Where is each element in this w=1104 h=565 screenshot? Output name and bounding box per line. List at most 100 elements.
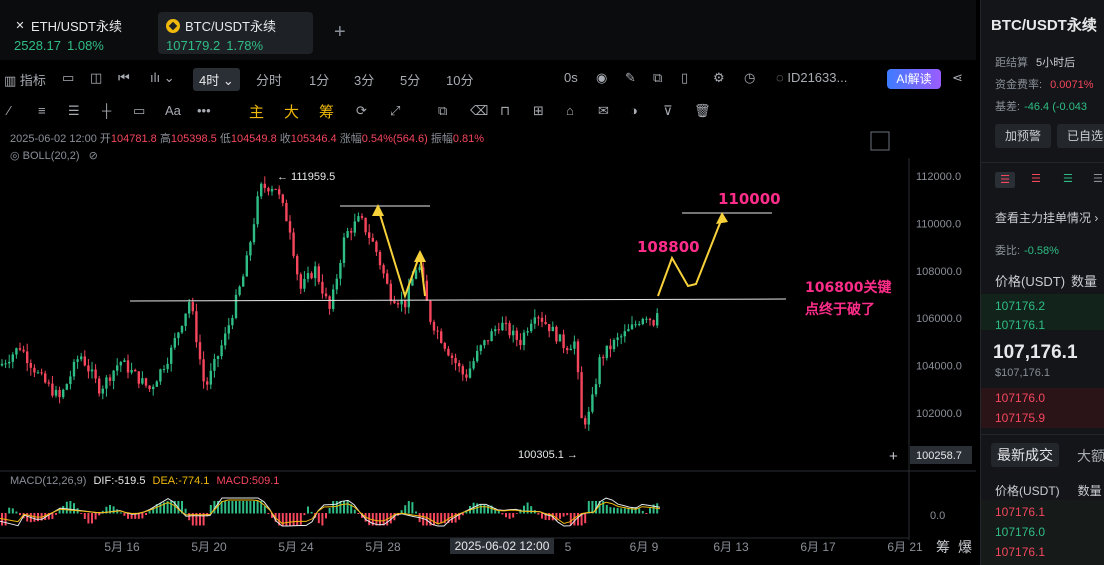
text-tool-button[interactable]: Aa <box>165 103 181 118</box>
macd-bar <box>634 507 637 514</box>
candlestick-chart[interactable]: ← 111959.5 100305.1 → 108800 110000 106800关键… <box>0 0 976 565</box>
measure-icon[interactable]: ⤢ <box>390 103 401 118</box>
macd-bar <box>490 505 493 514</box>
candle-body <box>119 361 122 366</box>
macd-bar <box>465 510 468 514</box>
period-5m[interactable]: 5分 <box>400 73 421 88</box>
calendar-icon[interactable]: ▭ <box>62 70 75 85</box>
macd-bar <box>15 511 18 514</box>
magnet-icon[interactable]: ⊓ <box>500 103 511 118</box>
macd-bar <box>461 513 464 516</box>
chip-bottom-button[interactable]: 筹 <box>936 539 950 556</box>
candle-body <box>555 326 558 342</box>
y-tick-label: 112000.0 <box>916 171 961 183</box>
copy-icon[interactable]: ⧉ <box>438 103 448 118</box>
candle-body <box>328 296 331 309</box>
note-icon[interactable]: ✉ <box>598 103 609 118</box>
orderbook-depth-icon[interactable]: ☰ <box>1093 173 1103 185</box>
grid-icon[interactable]: ⊞ <box>533 103 544 118</box>
chip-button[interactable]: 筹 <box>319 104 335 121</box>
candle-body <box>656 313 659 326</box>
layout-icon[interactable]: ◫ <box>90 70 103 85</box>
ai-interpret-button[interactable]: AI解读 <box>887 69 941 89</box>
orderbook-asks-icon[interactable]: ☰ <box>1031 173 1041 185</box>
candle-body <box>443 342 446 349</box>
bid-row[interactable]: 107176.0 <box>995 391 1046 405</box>
big-order-button[interactable]: 大 <box>284 104 300 121</box>
fib-tool-icon[interactable]: ☰ <box>68 103 80 118</box>
screen-icon[interactable]: ▯ <box>681 70 689 85</box>
candle-body <box>234 294 238 318</box>
hline-tool-icon[interactable]: ┼ <box>102 103 112 118</box>
bid-row[interactable]: 107175.9 <box>995 411 1046 425</box>
palette-icon[interactable]: ◑ <box>630 103 638 118</box>
parallel-tool-icon[interactable]: ≡ <box>38 103 46 118</box>
latest-trades-tab[interactable]: 最新成交 <box>991 443 1059 467</box>
crosshair-price-box <box>910 446 972 464</box>
period-3m[interactable]: 3分 <box>354 73 375 88</box>
orderbook-both-icon[interactable]: ☰ <box>995 172 1015 188</box>
tab-btc[interactable]: BTC/USDT永续 107179.2 1.78% <box>158 12 313 54</box>
x-tick-label: 5月 20 <box>191 540 227 554</box>
amplitude-value: 0.81% <box>452 133 485 145</box>
candle-body <box>364 217 367 233</box>
share-window-icon[interactable]: ⧉ <box>653 70 663 85</box>
rect-tool-icon[interactable]: ▭ <box>133 103 146 118</box>
macd-value: MACD:509.1 <box>216 475 280 487</box>
period-1m[interactable]: 1分 <box>309 73 330 88</box>
ask-row[interactable]: 107176.1 <box>995 318 1046 332</box>
share-icon[interactable]: ⋖ <box>952 70 963 85</box>
settings-icon[interactable]: ⚙ <box>713 70 725 85</box>
line-tool-icon[interactable]: ⁄ <box>8 103 11 118</box>
candle-body <box>357 216 360 222</box>
pen-icon[interactable]: ✎ <box>625 70 636 85</box>
crosshair-plus-icon[interactable]: + <box>889 448 898 465</box>
tab-eth[interactable]: ✕ ETH/USDT永续 2528.17 1.08% <box>6 12 146 54</box>
period-4h-button[interactable]: 4时 ⌄ <box>193 68 240 91</box>
large-trades-tab[interactable]: 大额 <box>1077 448 1104 464</box>
ratio-value: -0.58% <box>1024 245 1059 257</box>
macd-zero-tick: 0.0 <box>930 510 945 522</box>
macd-bar <box>350 504 353 514</box>
chart-type-icon[interactable]: ılı ⌄ <box>150 70 175 85</box>
ask-row[interactable]: 107176.2 <box>995 299 1046 313</box>
candle-body <box>346 231 349 238</box>
macd-bar <box>119 512 122 514</box>
period-timeshare[interactable]: 分时 <box>256 73 283 88</box>
macd-bar <box>271 513 273 518</box>
account-button[interactable]: ◌ ID21633... <box>776 70 848 85</box>
more-tools-icon[interactable]: ••• <box>197 103 211 118</box>
sync-icon[interactable]: ⟳ <box>356 103 367 118</box>
lock-icon[interactable]: ⌂ <box>566 103 574 118</box>
tab-eth-change: 1.08% <box>67 38 104 53</box>
key-level-line[interactable] <box>129 298 787 302</box>
camera-icon[interactable]: ◉ <box>596 70 608 85</box>
main-indicator-button[interactable]: 主 <box>249 104 265 121</box>
favorite-button[interactable]: 已自选 <box>1057 124 1104 148</box>
candle-body <box>58 389 61 398</box>
candle-body <box>87 365 90 372</box>
liquidation-bottom-button[interactable]: 爆 <box>958 540 972 556</box>
trash-icon[interactable]: 🗑 <box>694 103 711 118</box>
replay-icon[interactable]: ⏮ <box>118 70 130 85</box>
macd-bar <box>415 511 417 514</box>
add-tab-icon[interactable]: + <box>334 21 346 43</box>
candle-body <box>242 276 245 287</box>
right-panel: BTC/USDT永续 距结算 5小时后 资金费率: 0.0071% 基差: -46.4… <box>980 0 1104 565</box>
eye-icon[interactable]: ⊘ <box>88 150 98 162</box>
fullscreen-icon[interactable] <box>870 131 890 151</box>
candle-body <box>303 278 306 289</box>
clock-icon[interactable]: ◷ <box>744 70 756 85</box>
orderbook-link[interactable]: 查看主力挂单情况 › <box>995 211 1099 225</box>
trade-row: 107176.1 <box>995 505 1046 519</box>
boll-indicator[interactable]: ◎ BOLL(20,2) ⊘ <box>10 150 98 162</box>
candle-body <box>602 357 605 359</box>
interval-button[interactable]: 0s <box>564 70 578 85</box>
close-icon[interactable]: ✕ <box>15 19 25 32</box>
filter-icon[interactable]: ⊽ <box>663 103 673 118</box>
period-10m[interactable]: 10分 <box>446 73 474 88</box>
add-alert-button[interactable]: 加预警 <box>995 124 1051 148</box>
orderbook-bids-icon[interactable]: ☰ <box>1063 173 1073 185</box>
indicators-button[interactable]: ▥ 指标 <box>4 73 46 88</box>
eraser-icon[interactable]: ⌫ <box>470 103 489 118</box>
